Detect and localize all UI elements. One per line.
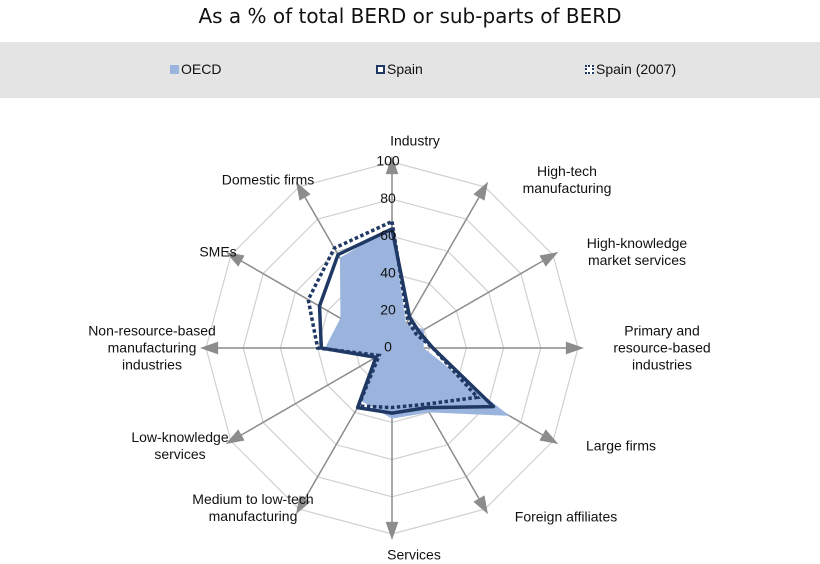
category-label: Low-knowledge services <box>131 429 229 462</box>
y-tick-label: 60 <box>380 227 396 243</box>
legend-swatch <box>170 64 179 74</box>
legend-item: OECD <box>170 61 221 77</box>
legend: OECD Spain Spain (2007) <box>0 42 820 98</box>
category-label: High-knowledge market services <box>586 235 688 268</box>
category-label: High-tech manufacturing <box>522 163 612 196</box>
category-label: Non-resource-based manufacturing industr… <box>88 322 216 373</box>
axis-arrow <box>225 252 245 267</box>
legend-label: OECD <box>181 61 222 77</box>
axis-line <box>237 347 393 438</box>
axis-arrow <box>385 521 399 540</box>
category-label: Medium to low-tech manufacturing <box>192 491 314 524</box>
axis-arrow <box>385 156 399 175</box>
axis-arrow <box>296 181 311 201</box>
legend-label: Spain (2007) <box>596 61 677 77</box>
axis-arrow <box>473 495 488 515</box>
y-tick-label: 40 <box>380 264 396 280</box>
legend-item: Spain <box>376 61 423 77</box>
axis-arrow <box>539 252 559 267</box>
legend-swatch <box>376 64 385 74</box>
axis-arrow <box>539 429 559 444</box>
legend-item: Spain (2007) <box>585 61 676 77</box>
category-label: Large firms <box>585 437 657 454</box>
y-tick-label: 20 <box>380 302 396 318</box>
series-line <box>306 218 481 410</box>
y-tick-label: 100 <box>376 153 400 169</box>
category-label: Services <box>387 546 441 563</box>
category-label: Industry <box>390 132 440 149</box>
axis-arrow <box>225 429 245 444</box>
y-tick-label: 0 <box>384 339 392 355</box>
series-line <box>317 227 496 415</box>
chart-title: As a % of total BERD or sub-parts of BER… <box>198 4 622 28</box>
axis-arrow <box>296 495 311 515</box>
axis-arrow <box>200 341 219 355</box>
category-label: Domestic firms <box>221 171 315 188</box>
category-label: Foreign affiliates <box>514 508 618 525</box>
category-label: SMEs <box>199 243 237 260</box>
legend-swatch <box>585 64 594 74</box>
axis-line <box>391 193 482 349</box>
legend-label: Spain <box>387 61 423 77</box>
axis-arrow <box>565 341 584 355</box>
y-tick-label: 80 <box>380 190 396 206</box>
series-line <box>325 227 510 419</box>
category-label: Primary and resource-based industries <box>613 322 711 373</box>
axis-arrow <box>473 181 488 201</box>
